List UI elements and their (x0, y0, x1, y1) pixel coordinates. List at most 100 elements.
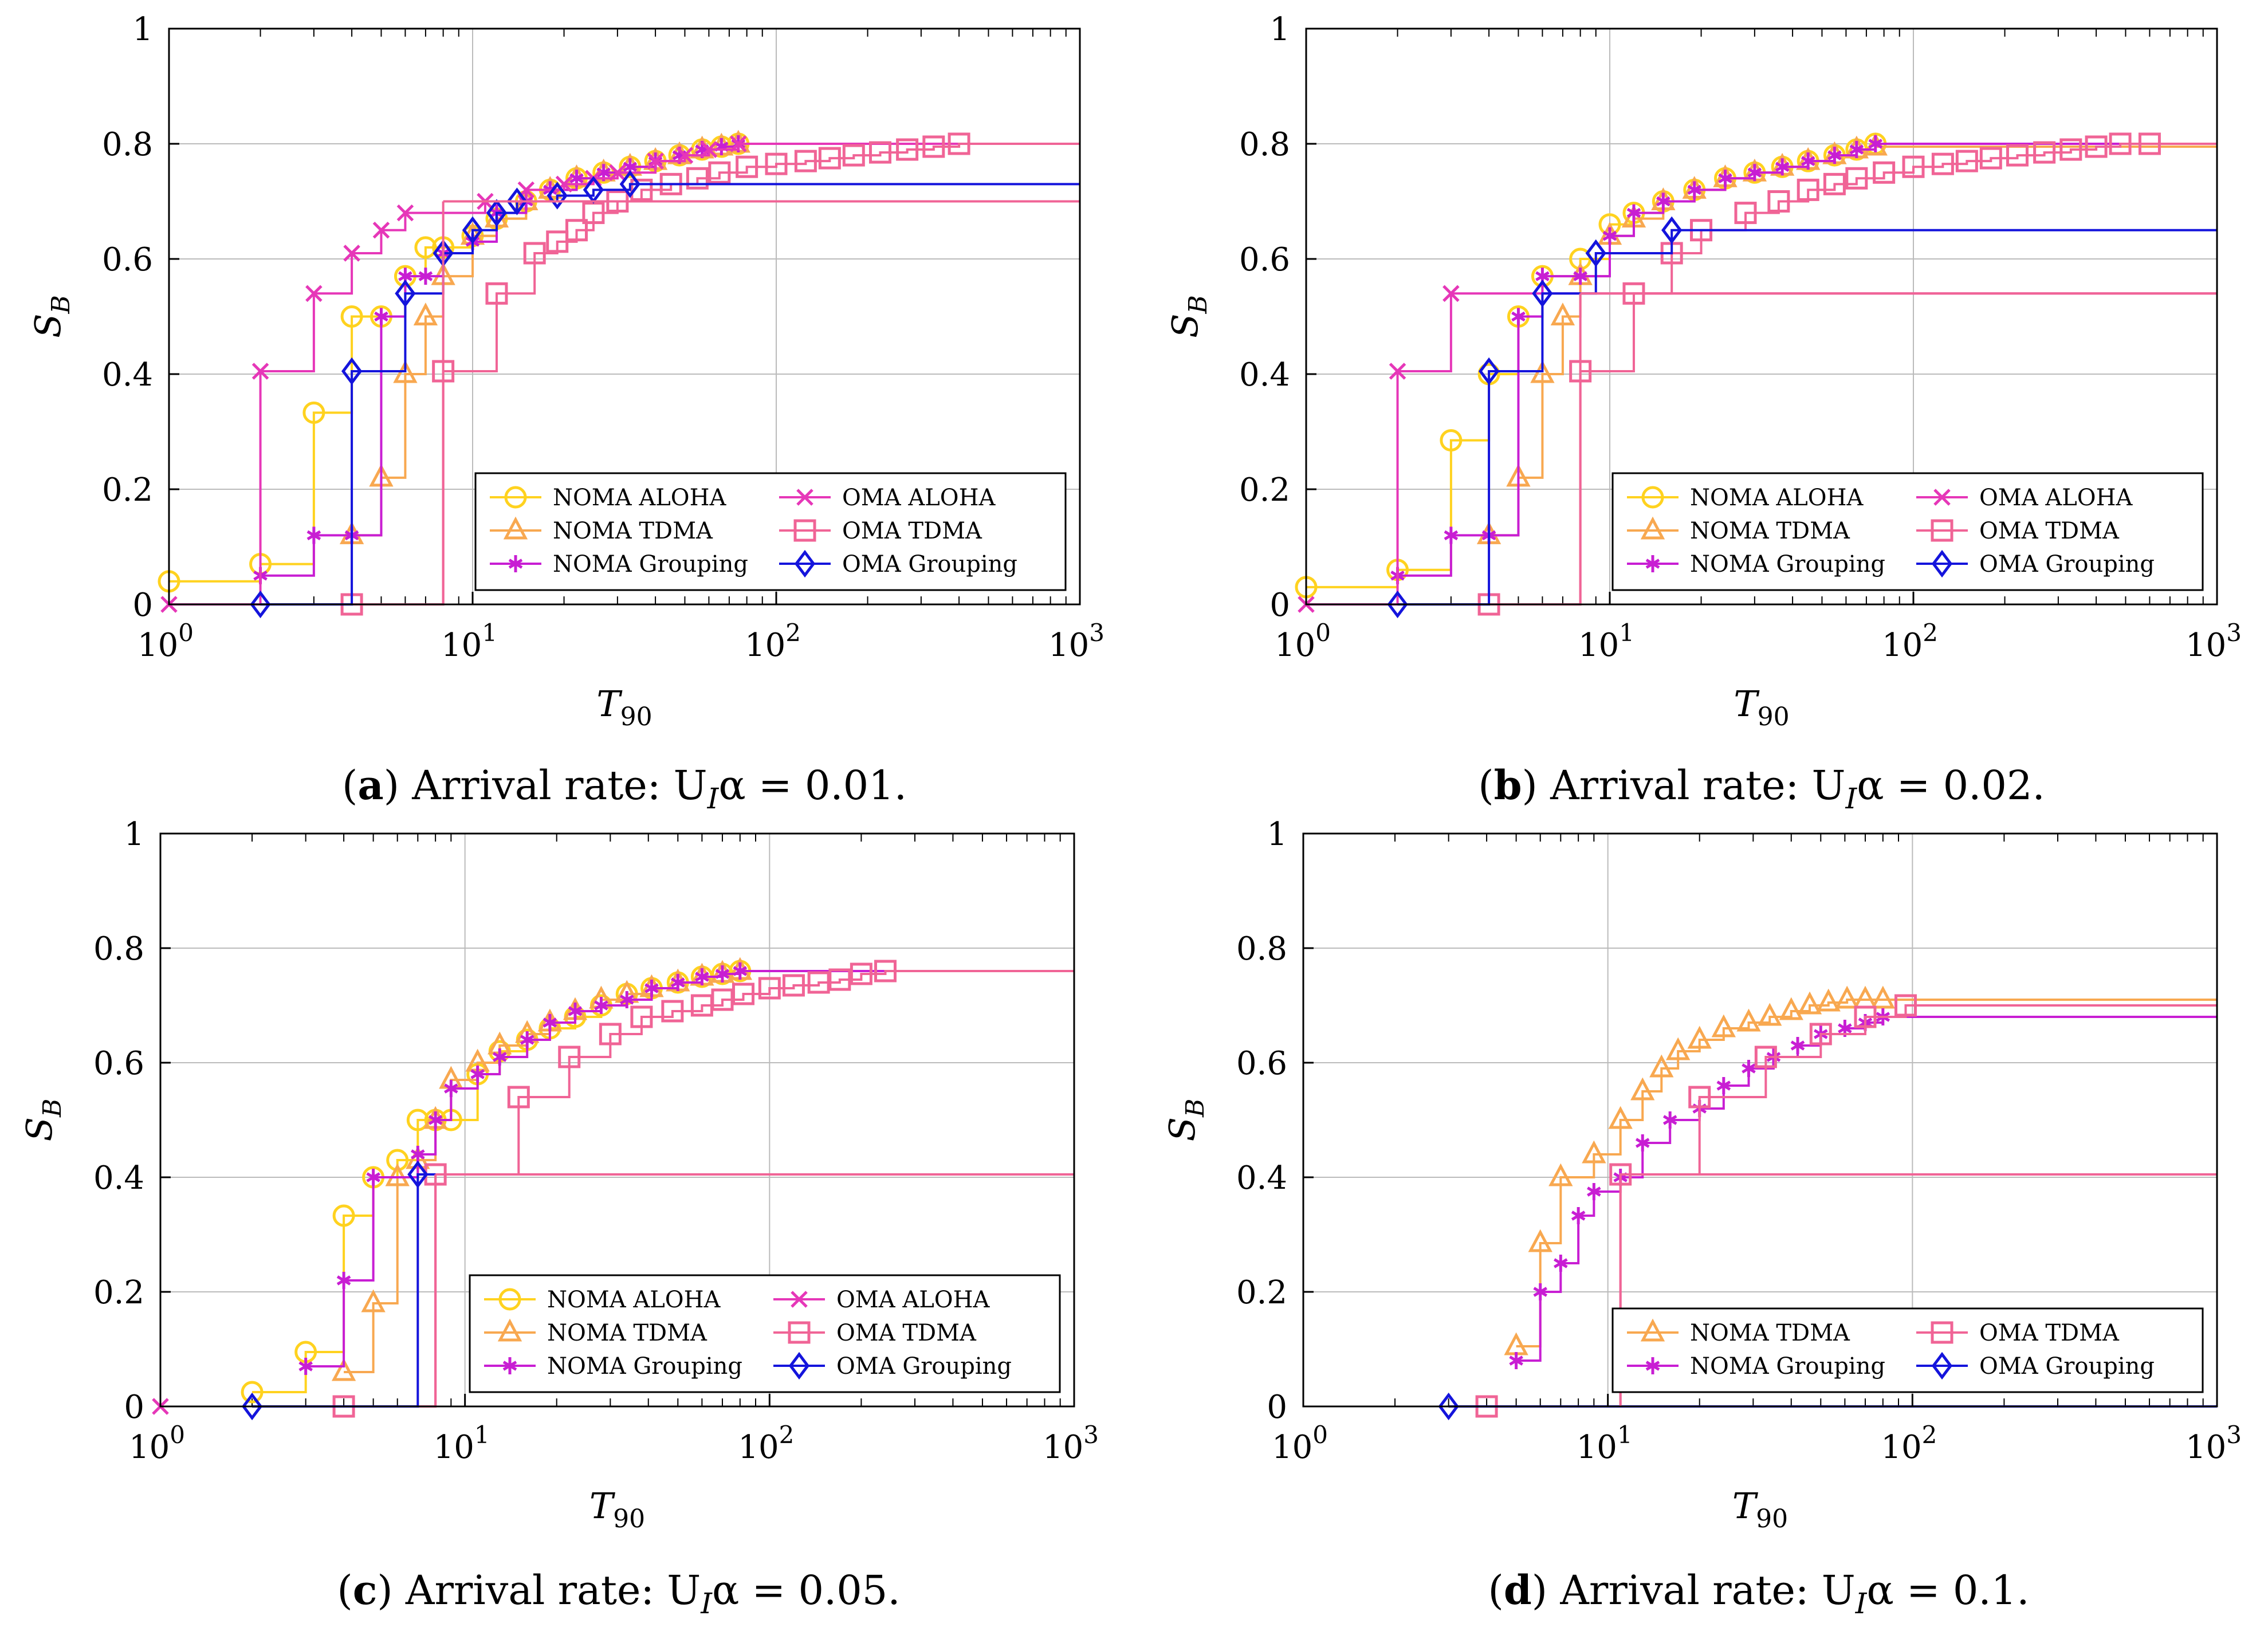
point-oma-tdma-2 (507, 1086, 530, 1109)
point-oma-grouping-0 (250, 590, 271, 619)
point-noma-aloha-4 (386, 1149, 409, 1172)
point-noma-tdma-15 (1863, 132, 1888, 156)
point-noma-grouping-16 (1868, 135, 1883, 152)
legend-label-noma-grouping: NOMA Grouping (547, 1353, 742, 1380)
point-oma-tdma-4 (546, 230, 569, 253)
point-oma-tdma-18 (896, 138, 919, 161)
markers-noma-grouping (1390, 135, 1883, 584)
point-noma-grouping-1 (336, 1272, 351, 1289)
legend-marker-noma-grouping (1645, 555, 1660, 572)
series-line-oma-grouping (260, 183, 1080, 606)
y-tick-label: 0.2 (93, 1274, 144, 1311)
y-tick-label: 0 (1269, 587, 1290, 624)
legend-label-noma-tdma: NOMA TDMA (553, 518, 713, 544)
axes-frame-a (168, 27, 1081, 606)
point-noma-grouping-3 (1511, 308, 1526, 325)
point-noma-grouping-3 (411, 1146, 425, 1163)
point-oma-tdma-9 (732, 983, 755, 1005)
point-noma-aloha-2 (302, 401, 325, 424)
legend-label-oma-aloha: OMA ALOHA (836, 1287, 990, 1313)
legend-label-noma-aloha: NOMA ALOHA (1690, 485, 1864, 511)
point-oma-tdma-5 (565, 219, 588, 242)
point-noma-grouping-1 (1444, 526, 1459, 544)
point-oma-tdma-3 (1754, 1046, 1777, 1068)
legend-marker-noma-aloha (498, 1288, 521, 1311)
y-tick-label: 0 (1267, 1389, 1287, 1426)
point-oma-tdma-2 (485, 282, 508, 305)
legend-marker-oma-tdma (788, 1321, 811, 1344)
point-oma-tdma-12 (1931, 152, 1954, 175)
point-oma-tdma-5 (1734, 202, 1757, 225)
point-noma-grouping-7 (1662, 1111, 1677, 1129)
legend-marker-noma-grouping (508, 555, 523, 572)
legend-label-oma-grouping: OMA Grouping (842, 551, 1017, 577)
point-noma-grouping-3 (1571, 1207, 1586, 1224)
caption-d: (d) Arrival rate: UIα = 0.1. (1488, 1566, 2030, 1620)
point-noma-grouping-11 (1747, 164, 1762, 182)
chart-c: 0 0.2 0.4 0.6 0.8 1 100 101 102 103 T90 SB NOMA ALOH… (18, 816, 1099, 1620)
point-noma-grouping-2 (1554, 1255, 1568, 1272)
point-noma-grouping-9 (1716, 1077, 1731, 1094)
point-oma-tdma-20 (948, 132, 970, 155)
markers-noma-grouping (298, 962, 748, 1375)
point-noma-grouping-13 (644, 980, 659, 997)
point-oma-aloha-12 (676, 147, 694, 164)
point-noma-grouping-6 (470, 1066, 485, 1083)
point-oma-tdma-15 (874, 960, 897, 983)
point-oma-aloha-14 (730, 135, 747, 152)
point-noma-tdma-12 (1779, 997, 1803, 1020)
legend-marker-noma-tdma (1640, 516, 1665, 540)
legend-marker-oma-grouping (1931, 549, 1953, 578)
axes-frame-b (1305, 27, 2218, 606)
point-noma-tdma-14 (1816, 988, 1841, 1012)
y-tick-label: 0.8 (93, 930, 144, 968)
legend-marker-noma-tdma (503, 516, 528, 540)
point-oma-tdma-2 (1688, 1086, 1711, 1109)
legend-marker-oma-tdma (1931, 1321, 1953, 1344)
y-tick-label: 0 (132, 587, 153, 624)
caption-c: (c) Arrival rate: UIα = 0.05. (337, 1566, 900, 1620)
point-oma-tdma-14 (794, 150, 817, 172)
legend-label-noma-grouping: NOMA Grouping (1690, 551, 1885, 577)
point-noma-grouping-17 (733, 962, 748, 980)
legend-label-oma-tdma: OMA TDMA (842, 518, 982, 544)
legend-box (469, 1274, 1061, 1393)
point-noma-grouping-14 (1827, 147, 1842, 164)
caption-a: (a) Arrival rate: UIα = 0.01. (342, 761, 907, 815)
x-tick-label: 102 (1881, 1421, 1937, 1466)
point-oma-tdma-5 (630, 1005, 653, 1028)
point-oma-grouping-7 (547, 182, 568, 210)
x-tick-label: 102 (738, 1421, 794, 1466)
y-tick-label: 1 (1269, 11, 1290, 48)
point-oma-tdma-17 (2059, 138, 2082, 161)
x-tick-label: 102 (745, 619, 801, 664)
point-oma-tdma-8 (711, 988, 734, 1011)
point-oma-grouping-5 (486, 199, 508, 227)
point-oma-tdma-15 (818, 147, 841, 170)
series-line-oma-tdma (344, 970, 1074, 1408)
point-oma-grouping-0 (241, 1392, 263, 1421)
legend-marker-oma-grouping (788, 1351, 810, 1380)
markers-oma-grouping (241, 1160, 429, 1421)
markers-oma-grouping (250, 170, 640, 619)
markers-noma-tdma (1504, 985, 1895, 1355)
y-tick-label: 0.6 (93, 1045, 144, 1082)
point-noma-grouping-10 (1718, 170, 1732, 187)
point-noma-grouping-8 (520, 1031, 534, 1048)
point-oma-tdma-6 (1767, 190, 1790, 213)
point-oma-tdma-15 (2006, 144, 2029, 167)
point-noma-aloha-5 (406, 1109, 429, 1131)
point-oma-tdma-4 (1809, 1023, 1832, 1046)
legend-label-oma-grouping: OMA Grouping (1979, 551, 2155, 577)
legend-label-noma-tdma: NOMA TDMA (1690, 1320, 1850, 1346)
y-axis-label: SB (18, 1099, 67, 1142)
point-oma-tdma-12 (736, 155, 758, 178)
point-oma-aloha-4 (372, 221, 390, 239)
chart-d: 0 0.2 0.4 0.6 0.8 1 100 101 102 103 T90 SB NOMA TDMA… (1161, 816, 2242, 1620)
point-noma-tdma-8 (1687, 1025, 1712, 1049)
legend-marker-noma-aloha (504, 486, 527, 509)
x-tick-label: 101 (1577, 1421, 1633, 1466)
legend-marker-oma-aloha (1933, 489, 1951, 506)
x-tick-label: 103 (1048, 619, 1104, 664)
point-noma-tdma-10 (1736, 1008, 1761, 1032)
